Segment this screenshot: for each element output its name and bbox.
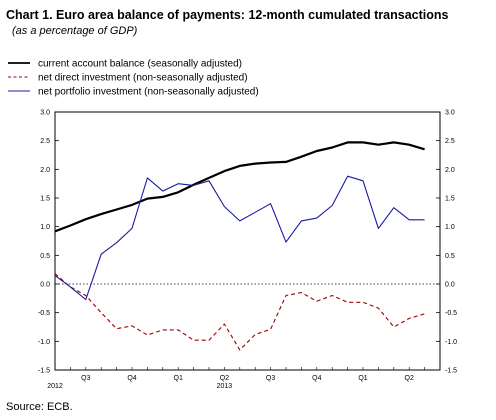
x-tick-label: Q3 — [81, 375, 90, 382]
legend: current account balance (seasonally adju… — [8, 59, 259, 98]
y-tick-label-left: 1.5 — [40, 196, 50, 203]
x-tick-label: Q1 — [358, 375, 367, 382]
x-tick-label: Q2 — [220, 375, 229, 382]
x-tick-label: Q2 — [405, 375, 414, 382]
y-tick-label-right: -1.0 — [445, 339, 457, 346]
y-tick-label-left: -0.5 — [38, 310, 50, 317]
y-tick-label-right: -0.5 — [445, 310, 457, 317]
y-tick-label-right: 3.0 — [445, 110, 455, 117]
y-axis-right: -1.5 -1.0 -0.5 0.0 0.5 1.0 1.5 2.0 2.5 3.0 — [436, 110, 457, 375]
y-tick-label-right: 0.0 — [445, 282, 455, 289]
y-tick-label-right: 1.0 — [445, 224, 455, 231]
chart-subtitle: (as a percentage of GDP) — [12, 25, 138, 37]
y-tick-label-left: 3.0 — [40, 110, 50, 117]
chart-title: Chart 1. Euro area balance of payments: … — [6, 8, 449, 22]
series-line-net-direct-investment — [54, 273, 425, 351]
y-tick-label-left: 0.0 — [40, 282, 50, 289]
legend-label: net direct investment (non-seasonally ad… — [38, 73, 248, 84]
y-tick-label-left: 2.5 — [40, 138, 50, 145]
y-tick-label-right: 1.5 — [445, 196, 455, 203]
y-tick-label-right: -1.5 — [445, 368, 457, 375]
y-tick-label-left: 0.5 — [40, 253, 50, 260]
series-group — [54, 141, 425, 351]
series-line-net-portfolio-investment — [54, 175, 425, 301]
x-tick-label: 2013 — [217, 383, 233, 390]
y-tick-label-right: 0.5 — [445, 253, 455, 260]
series-line-current-account-balance — [54, 141, 425, 233]
y-tick-label-left: -1.5 — [38, 368, 50, 375]
x-tick-label: Q4 — [127, 375, 136, 382]
legend-label: net portfolio investment (non-seasonally… — [38, 87, 259, 98]
x-tick-label: Q4 — [312, 375, 321, 382]
y-tick-label-right: 2.0 — [445, 167, 455, 174]
source-note: Source: ECB. — [6, 401, 73, 413]
y-tick-label-left: 2.0 — [40, 167, 50, 174]
y-tick-label-left: 1.0 — [40, 224, 50, 231]
x-tick-label: 2012 — [47, 383, 63, 390]
plot-frame — [54, 111, 441, 371]
y-axis-left: -1.5 -1.0 -0.5 0.0 0.5 1.0 1.5 2.0 2.5 3.0 — [38, 110, 59, 375]
x-tick-label: Q3 — [266, 375, 275, 382]
x-tick-label: Q1 — [174, 375, 183, 382]
y-tick-label-left: -1.0 — [38, 339, 50, 346]
y-tick-label-right: 2.5 — [445, 138, 455, 145]
legend-label: current account balance (seasonally adju… — [38, 59, 242, 70]
